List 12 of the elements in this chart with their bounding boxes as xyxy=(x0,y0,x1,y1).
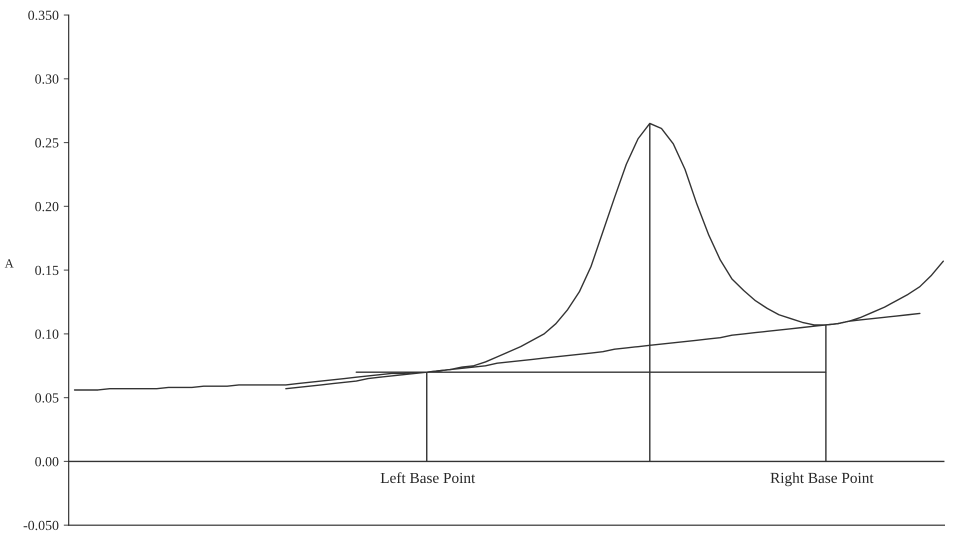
y-tick-label: 0.20 xyxy=(35,202,58,212)
y-tick-label: 0.05 xyxy=(35,393,58,403)
y-tick-label: -0.050 xyxy=(24,520,58,530)
y-tick-label: 0.30 xyxy=(35,74,58,84)
y-tick-label: 0.350 xyxy=(28,10,58,20)
annotation: Right Base Point xyxy=(770,472,874,486)
y-axis-title: A xyxy=(4,259,14,268)
y-tick-label: 0.25 xyxy=(35,138,58,148)
y-tick-label: 0.00 xyxy=(35,457,58,466)
annotation: Left Base Point xyxy=(380,472,476,484)
y-tick-label: 0.10 xyxy=(35,329,58,339)
y-tick-label: 0.15 xyxy=(35,266,58,276)
